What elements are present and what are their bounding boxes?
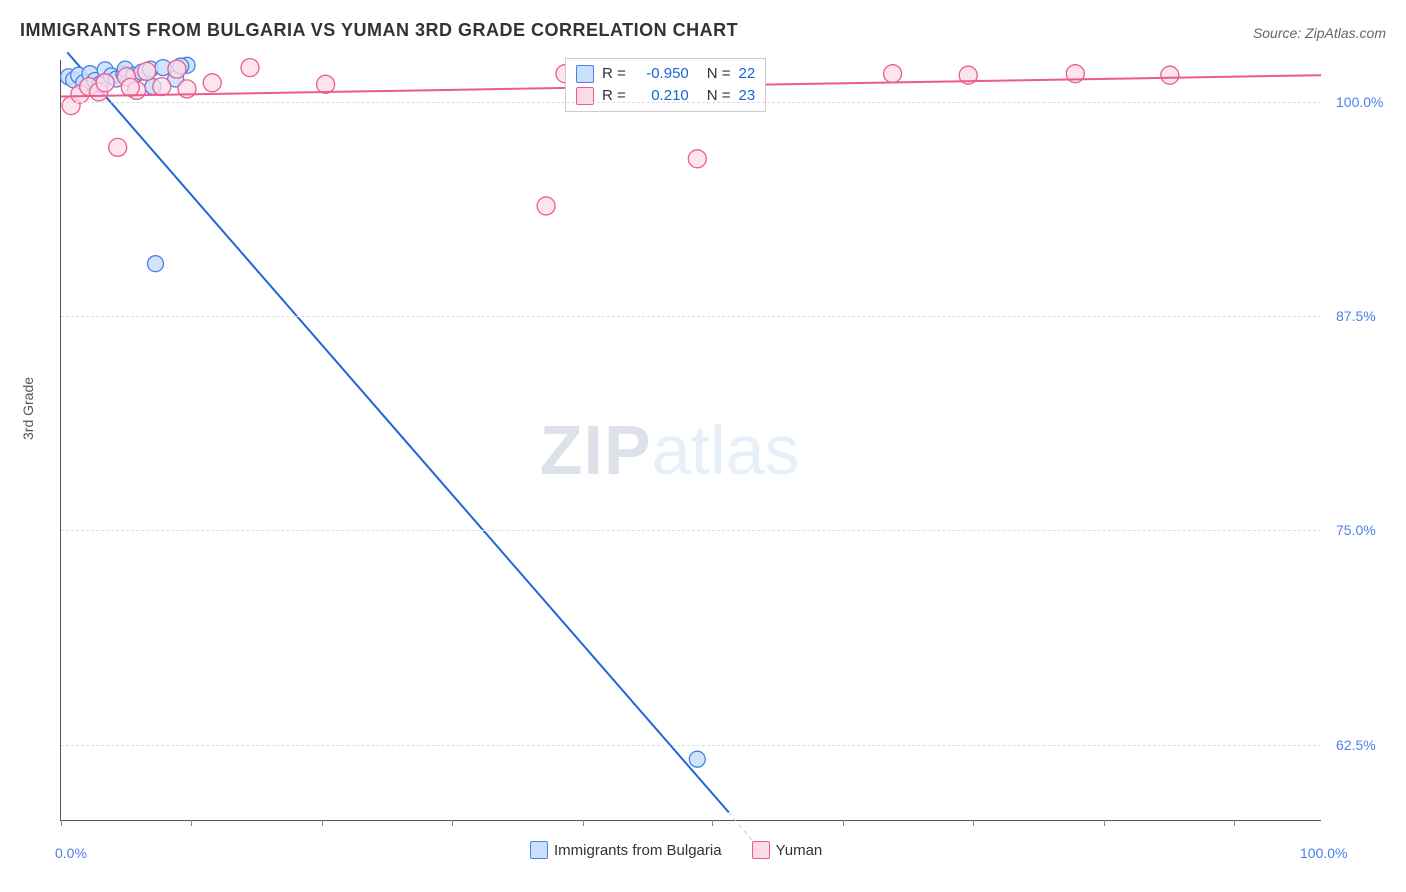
data-point-yuman	[203, 74, 221, 92]
x-tick	[843, 820, 844, 826]
gridline	[61, 530, 1321, 531]
legend-n-label: N =	[707, 65, 731, 82]
regression-line-bulgaria	[67, 52, 729, 812]
legend-row-bulgaria: R = -0.950 N = 22	[576, 65, 755, 83]
source-value: ZipAtlas.com	[1305, 25, 1386, 41]
y-tick-label: 75.0%	[1336, 522, 1376, 538]
data-point-yuman	[153, 78, 171, 96]
plot-area: ZIPatlas R =-0.950N =22R =0.210N =23 100…	[60, 60, 1321, 821]
x-tick	[191, 820, 192, 826]
plot-svg	[61, 60, 1321, 820]
chart-container: IMMIGRANTS FROM BULGARIA VS YUMAN 3RD GR…	[0, 0, 1406, 892]
gridline	[61, 745, 1321, 746]
legend-swatch-icon	[530, 841, 548, 859]
y-tick-label: 87.5%	[1336, 308, 1376, 324]
x-axis-min-label: 0.0%	[55, 845, 87, 861]
x-tick	[1234, 820, 1235, 826]
x-tick	[1104, 820, 1105, 826]
data-point-yuman	[884, 65, 902, 83]
legend-r-value: -0.950	[634, 65, 689, 82]
y-tick-label: 62.5%	[1336, 737, 1376, 753]
x-axis-max-label: 100.0%	[1300, 845, 1347, 861]
y-tick-label: 100.0%	[1336, 94, 1383, 110]
series-legend-item: Immigrants from Bulgaria	[530, 841, 722, 859]
x-tick	[583, 820, 584, 826]
chart-title: IMMIGRANTS FROM BULGARIA VS YUMAN 3RD GR…	[20, 20, 738, 41]
source-attribution: Source: ZipAtlas.com	[1253, 25, 1386, 41]
data-point-yuman	[688, 150, 706, 168]
data-point-yuman	[109, 138, 127, 156]
data-point-yuman	[121, 78, 139, 96]
x-tick	[973, 820, 974, 826]
legend-n-value: 22	[739, 65, 756, 82]
y-axis-title: 3rd Grade	[20, 377, 36, 440]
legend-swatch-icon	[752, 841, 770, 859]
data-point-bulgaria	[689, 751, 705, 767]
data-point-yuman	[241, 59, 259, 77]
gridline	[61, 316, 1321, 317]
data-point-yuman	[1161, 66, 1179, 84]
data-point-bulgaria	[148, 256, 164, 272]
data-point-yuman	[537, 197, 555, 215]
data-point-yuman	[96, 74, 114, 92]
series-legend-label: Yuman	[776, 842, 823, 859]
x-tick	[712, 820, 713, 826]
x-tick	[322, 820, 323, 826]
gridline	[61, 102, 1321, 103]
legend-swatch-icon	[576, 65, 594, 83]
correlation-legend: R =-0.950N =22R =0.210N =23	[565, 58, 766, 112]
x-tick	[61, 820, 62, 826]
x-tick	[452, 820, 453, 826]
data-point-yuman	[138, 62, 156, 80]
source-label: Source:	[1253, 25, 1301, 41]
series-legend-label: Immigrants from Bulgaria	[554, 842, 722, 859]
data-point-yuman	[317, 75, 335, 93]
series-legend-item: Yuman	[752, 841, 823, 859]
legend-r-label: R =	[602, 65, 626, 82]
data-point-yuman	[168, 60, 186, 78]
series-legend: Immigrants from Bulgaria Yuman	[530, 841, 822, 859]
